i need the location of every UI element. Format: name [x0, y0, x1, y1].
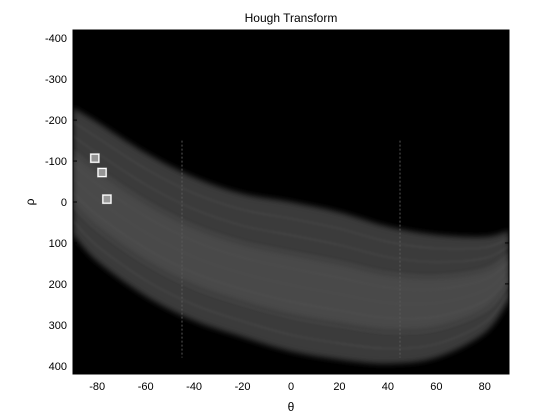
x-tick-label: 40	[382, 381, 394, 393]
y-axis-label: ρ	[23, 198, 37, 205]
x-tick-label: -20	[235, 381, 251, 393]
x-axis-tick-labels: -80 -60 -40 -20 0 20 40 60 80	[89, 381, 491, 393]
y-tick-label: -400	[45, 33, 67, 45]
x-tick-label: 20	[333, 381, 345, 393]
accumulator-streak	[73, 220, 509, 349]
peak-marker	[90, 153, 100, 163]
y-tick-label: 100	[49, 238, 67, 250]
y-tick-label: -200	[45, 115, 67, 127]
x-tick-label: -80	[89, 381, 105, 393]
peak-marker	[97, 167, 107, 178]
plot-area	[72, 29, 510, 375]
peak-markers	[89, 153, 112, 205]
y-tick-label: 400	[49, 361, 67, 373]
accumulator-streak	[73, 149, 509, 277]
hough-accumulator-image	[73, 107, 509, 364]
accumulator-streak	[73, 206, 509, 334]
x-tick-label: 60	[430, 381, 442, 393]
y-tick-label: 0	[61, 197, 67, 209]
x-tick-label: -60	[138, 381, 154, 393]
accumulator-streak	[73, 121, 509, 250]
peak-marker	[102, 194, 112, 204]
x-tick-label: 80	[479, 381, 491, 393]
axis-ticks	[73, 30, 509, 374]
x-axis-label: θ	[288, 400, 295, 414]
chart-title: Hough Transform	[245, 11, 338, 25]
y-tick-label: -300	[45, 74, 67, 86]
peak-glow	[89, 153, 100, 164]
accumulator-streak	[73, 192, 509, 320]
accumulator-streak	[73, 178, 509, 305]
x-tick-label: -40	[186, 381, 202, 393]
y-axis-tick-labels: -400 -300 -200 -100 0 100 200 300 400	[45, 33, 67, 373]
y-tick-label: -100	[45, 156, 67, 168]
accumulator-streak	[73, 163, 509, 291]
peak-glow	[101, 194, 112, 205]
y-tick-label: 200	[49, 279, 67, 291]
peak-glow	[97, 167, 108, 178]
accumulator-streak	[73, 135, 509, 263]
x-tick-label: 0	[288, 381, 294, 393]
y-tick-label: 300	[49, 320, 67, 332]
plot-frame	[72, 29, 510, 375]
